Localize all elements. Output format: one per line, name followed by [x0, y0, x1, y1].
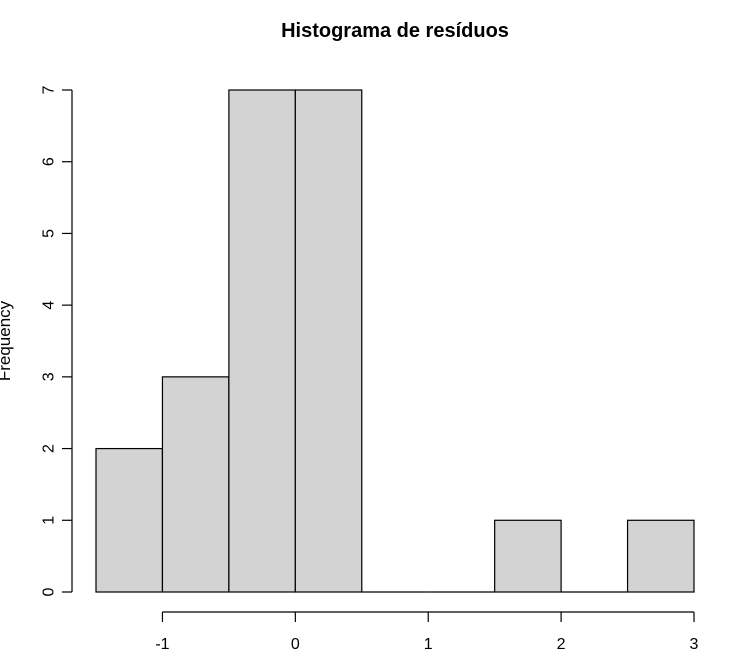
y-tick-label: 6 — [41, 157, 58, 166]
y-axis-label: Frequency — [0, 300, 14, 381]
x-tick-label: -1 — [155, 636, 169, 653]
histogram-bar — [161, 376, 230, 593]
histogram-bars — [95, 89, 695, 593]
y-tick-label: 2 — [41, 444, 58, 453]
x-tick-label: 2 — [557, 636, 566, 653]
y-axis: 0 1 2 3 4 5 6 7 — [41, 85, 73, 596]
x-tick-label: 1 — [424, 636, 433, 653]
y-tick-label: 7 — [41, 85, 58, 94]
histogram-bar — [95, 447, 164, 593]
y-tick-label: 1 — [41, 516, 58, 525]
chart-title: Histograma de resíduos — [281, 20, 509, 42]
y-tick-label: 5 — [41, 229, 58, 238]
y-tick-label: 0 — [41, 587, 58, 596]
x-tick-label: 0 — [291, 636, 300, 653]
y-tick-label: 4 — [41, 301, 58, 310]
x-axis: -1 0 1 2 3 — [155, 611, 699, 653]
histogram-bar — [228, 89, 296, 593]
histogram-bar — [626, 519, 695, 593]
histogram-bar — [494, 519, 562, 593]
y-tick-label: 3 — [41, 372, 58, 381]
x-tick-label: 3 — [690, 636, 699, 653]
histogram-bar — [294, 89, 363, 593]
